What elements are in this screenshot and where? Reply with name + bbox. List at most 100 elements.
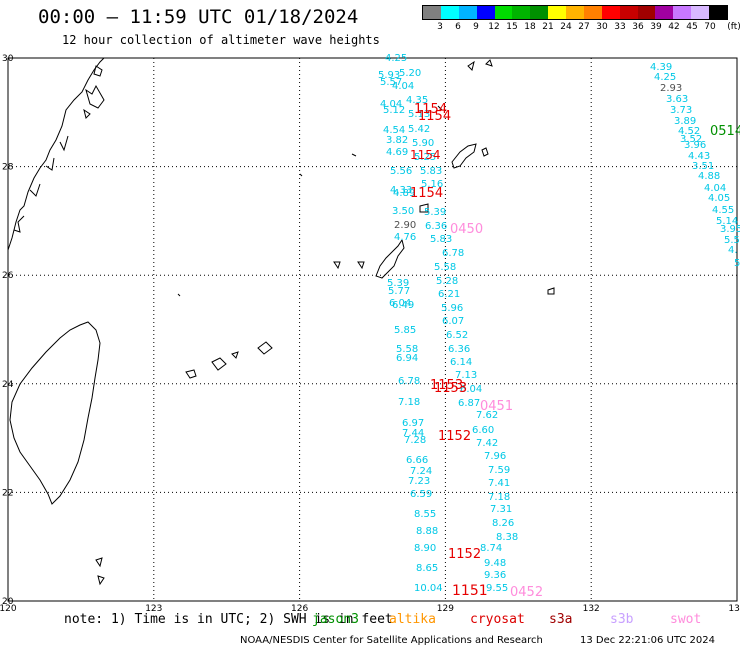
wave-height-label: 5.42	[408, 124, 430, 135]
wave-height-label: 6.60	[472, 425, 494, 436]
miyako-outline	[257, 341, 273, 355]
wave-height-label: 4.25	[654, 72, 676, 83]
legend-tick-label: 30	[596, 22, 608, 32]
legend-swatch	[637, 6, 656, 19]
legend-tick-label: 42	[668, 22, 680, 32]
legend-tick-label: 12	[488, 22, 500, 32]
wave-height-label: 6.52	[446, 330, 468, 341]
pass-time-label: 0451	[480, 399, 513, 414]
wave-height-label: 3.89	[674, 116, 696, 127]
pass-time-label: 1152	[438, 429, 471, 444]
pass-time-label: 1152	[448, 547, 481, 562]
legend-swatch	[619, 6, 638, 19]
small-island-outline	[467, 59, 493, 71]
small-island-outline	[95, 105, 443, 586]
wave-height-label: 5.93	[378, 70, 400, 81]
zhoushan-islands-outline	[83, 65, 105, 119]
wave-height-label: 3.73	[670, 105, 692, 116]
wave-height-label: 8.90	[414, 543, 436, 554]
wave-height-label: 4.05	[708, 193, 730, 204]
pass-time-label: 0514	[710, 124, 740, 139]
legend-tick-label: 39	[650, 22, 662, 32]
wave-height-label: 5.57	[380, 77, 402, 88]
wave-height-label: 6.36	[448, 344, 470, 355]
wave-height-label: 7.62	[476, 410, 498, 421]
latitude-label: 20	[2, 597, 14, 607]
wave-height-label: 6.59	[410, 489, 432, 500]
legend-swatch	[583, 6, 602, 19]
chart-title: 00:00 – 11:59 UTC 01/18/2024	[38, 6, 359, 28]
legend-tick-label: 70	[704, 22, 716, 32]
wave-height-label: 6.87	[458, 398, 480, 409]
wave-height-label: 8.26	[492, 518, 514, 529]
wave-height-label: 5.28	[436, 276, 458, 287]
longitude-label: 132	[583, 604, 600, 614]
latitude-label: 26	[2, 271, 14, 281]
pass-time-label: 1154	[414, 102, 447, 117]
wave-height-label: 5.39	[387, 278, 409, 289]
legend-swatches	[422, 5, 728, 20]
legend-swatch	[691, 6, 709, 19]
wave-height-label: 5.39	[424, 207, 446, 218]
wave-height-label: 4.76	[394, 232, 416, 243]
wave-height-label: 7.31	[490, 504, 512, 515]
wave-height-label: 5.58	[434, 262, 456, 273]
legend-tick-label: 15	[506, 22, 518, 32]
satellite-legend-s3a: s3a	[549, 612, 573, 627]
wave-height-label: 7.13	[455, 370, 477, 381]
wave-height-label: 8.88	[416, 526, 438, 537]
wave-height-label: 2.90	[394, 220, 416, 231]
wave-height-label: 5.20	[399, 68, 421, 79]
wave-height-label: 5.58	[396, 344, 418, 355]
satellite-legend-cryosat: cryosat	[470, 612, 525, 627]
wave-height-label: 8.65	[416, 563, 438, 574]
wave-height-label: 6.14	[450, 357, 472, 368]
wave-height-label: 9.48	[484, 558, 506, 569]
wave-height-label: 4.89	[393, 188, 415, 199]
wave-height-label: 6.49	[392, 300, 414, 311]
legend-swatch	[476, 6, 495, 19]
legend-swatch	[709, 6, 727, 19]
wave-height-label: 5.83	[430, 234, 452, 245]
wave-height-label: 7.44	[402, 428, 424, 439]
wave-height-label: 5.77	[388, 286, 410, 297]
wave-height-label: 7.28	[404, 435, 426, 446]
legend-tick-label: 9	[473, 22, 479, 32]
wave-height-label: 5.96	[441, 303, 463, 314]
legend-tick-label: 27	[578, 22, 590, 32]
longitude-label: 135	[728, 604, 740, 614]
legend-swatch	[655, 6, 674, 19]
wave-height-label: 5.56	[390, 166, 412, 177]
footer-note-bar: note: 1) Time is in UTC; 2) SWH is in fe…	[0, 612, 740, 632]
wave-height-label: 4.25	[385, 53, 407, 64]
wave-height-label: 3.82	[386, 135, 408, 146]
map-frame	[7, 57, 738, 602]
wave-height-label: 6.21	[438, 289, 460, 300]
kikai-outline	[481, 147, 489, 157]
legend-swatch	[512, 6, 531, 19]
legend-tick-label: 18	[524, 22, 536, 32]
wave-height-label: 6.78	[442, 248, 464, 259]
legend-tick-label: 45	[686, 22, 698, 32]
wave-height-label: 7.96	[484, 451, 506, 462]
wave-height-label: 4.04	[380, 99, 402, 110]
footer-note: note: 1) Time is in UTC; 2) SWH is in fe…	[64, 612, 393, 627]
wave-height-label: 5.83	[420, 166, 442, 177]
pass-time-label: 1154	[410, 186, 443, 201]
wave-height-label: 9.36	[484, 570, 506, 581]
legend-swatch	[458, 6, 477, 19]
yonaguni-outline	[185, 369, 197, 379]
wave-height-label: 2.93	[660, 83, 682, 94]
wave-height-label: 9.55	[486, 583, 508, 594]
wave-height-label: 6.78	[398, 376, 420, 387]
legend-swatch	[423, 6, 441, 19]
wave-height-label: 4.35	[406, 95, 428, 106]
chart-subtitle: 12 hour collection of altimeter wave hei…	[62, 33, 380, 47]
latitude-label: 28	[2, 163, 14, 173]
legend-tick-label: 6	[455, 22, 461, 32]
china-coast-outline	[13, 135, 69, 233]
legend-swatch	[601, 6, 620, 19]
wave-height-label: 6.36	[425, 221, 447, 232]
wave-height-label: 4.39	[650, 62, 672, 73]
